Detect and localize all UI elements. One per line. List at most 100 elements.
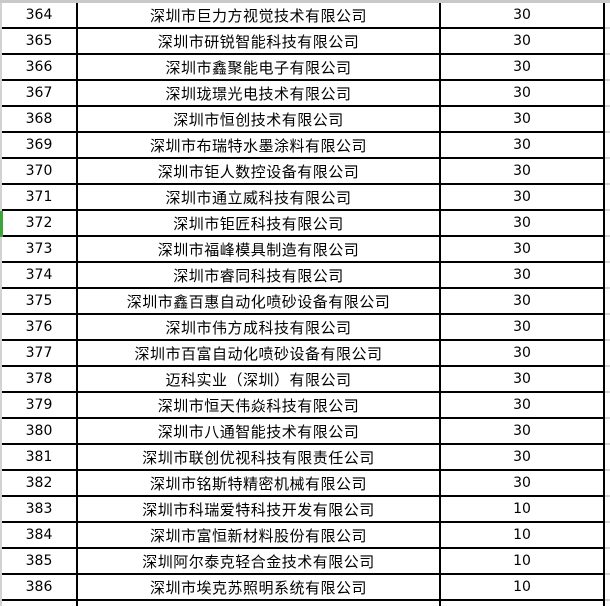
company-name-cell[interactable]: 深圳市富恒新材料股份有限公司 (78, 523, 441, 547)
value-cell[interactable]: 30 (441, 237, 605, 261)
value-cell[interactable]: 30 (441, 29, 605, 53)
value-cell[interactable]: 30 (441, 133, 605, 157)
table-row: 373 深圳市福峰模具制造有限公司 30 (2, 237, 605, 263)
value-cell[interactable]: 30 (441, 341, 605, 365)
value-cell[interactable]: 30 (441, 211, 605, 235)
top-gridline-strip (0, 0, 610, 3)
row-number-cell[interactable]: 380 (2, 419, 78, 443)
row-number-cell[interactable]: 367 (2, 81, 78, 105)
value-cell[interactable]: 10 (441, 549, 605, 573)
value-cell[interactable]: 30 (441, 471, 605, 495)
table-row: 383 深圳市科瑞爱特科技开发有限公司 10 (2, 497, 605, 523)
table-row: 386 深圳市埃克苏照明系统有限公司 10 (2, 575, 605, 601)
row-number-cell[interactable]: 369 (2, 133, 78, 157)
table-row: 381 深圳市联创优视科技有限责任公司 30 (2, 445, 605, 471)
table-row: 372 深圳市钜匠科技有限公司 30 (2, 211, 605, 237)
row-number-cell[interactable]: 371 (2, 185, 78, 209)
value-cell[interactable]: 30 (441, 55, 605, 79)
company-name-cell[interactable]: 深圳市鑫百惠自动化喷砂设备有限公司 (78, 289, 441, 313)
row-number-cell[interactable]: 378 (2, 367, 78, 391)
row-number-cell[interactable]: 370 (2, 159, 78, 183)
company-name-cell[interactable] (78, 601, 441, 606)
row-number-cell[interactable]: 376 (2, 315, 78, 339)
table-row: 377 深圳市百富自动化喷砂设备有限公司 30 (2, 341, 605, 367)
value-cell[interactable]: 30 (441, 445, 605, 469)
row-number-cell[interactable]: 372 (2, 211, 78, 235)
company-name-cell[interactable]: 深圳市研锐智能科技有限公司 (78, 29, 441, 53)
company-name-cell[interactable]: 迈科实业（深圳）有限公司 (78, 367, 441, 391)
left-gridline-strip (0, 3, 2, 606)
table-row: 379 深圳市恒天伟焱科技有限公司 30 (2, 393, 605, 419)
value-cell[interactable]: 30 (441, 263, 605, 287)
row-number-cell[interactable]: 365 (2, 29, 78, 53)
table-row: 366 深圳市鑫聚能电子有限公司 30 (2, 55, 605, 81)
company-name-cell[interactable]: 深圳市铭斯特精密机械有限公司 (78, 471, 441, 495)
table-row: 370 深圳市钜人数控设备有限公司 30 (2, 159, 605, 185)
table-row: 368 深圳市恒创技术有限公司 30 (2, 107, 605, 133)
partial-row (2, 601, 605, 606)
company-name-cell[interactable]: 深圳市八通智能技术有限公司 (78, 419, 441, 443)
row-number-cell[interactable]: 386 (2, 575, 78, 599)
row-number-cell[interactable]: 379 (2, 393, 78, 417)
company-name-cell[interactable]: 深圳市钜人数控设备有限公司 (78, 159, 441, 183)
row-number-cell[interactable]: 375 (2, 289, 78, 313)
table-row: 382 深圳市铭斯特精密机械有限公司 30 (2, 471, 605, 497)
row-number-cell[interactable]: 364 (2, 3, 78, 27)
row-number-cell[interactable]: 384 (2, 523, 78, 547)
table-row: 385 深圳阿尔泰克轻合金技术有限公司 10 (2, 549, 605, 575)
company-name-cell[interactable]: 深圳市百富自动化喷砂设备有限公司 (78, 341, 441, 365)
table-row: 375 深圳市鑫百惠自动化喷砂设备有限公司 30 (2, 289, 605, 315)
company-name-cell[interactable]: 深圳市鑫聚能电子有限公司 (78, 55, 441, 79)
table-row: 365 深圳市研锐智能科技有限公司 30 (2, 29, 605, 55)
table-row: 371 深圳市通立威科技有限公司 30 (2, 185, 605, 211)
company-name-cell[interactable]: 深圳市通立威科技有限公司 (78, 185, 441, 209)
row-number-cell[interactable]: 366 (2, 55, 78, 79)
table-row: 364 深圳市巨力方视觉技术有限公司 30 (2, 3, 605, 29)
company-name-cell[interactable]: 深圳市埃克苏照明系统有限公司 (78, 575, 441, 599)
company-name-cell[interactable]: 深圳市巨力方视觉技术有限公司 (78, 3, 441, 27)
value-cell[interactable]: 30 (441, 107, 605, 131)
company-name-cell[interactable]: 深圳市伟方成科技有限公司 (78, 315, 441, 339)
row-number-cell[interactable]: 381 (2, 445, 78, 469)
value-cell[interactable]: 30 (441, 289, 605, 313)
right-column-sliver (605, 3, 610, 606)
company-name-cell[interactable]: 深圳阿尔泰克轻合金技术有限公司 (78, 549, 441, 573)
row-number-cell[interactable]: 377 (2, 341, 78, 365)
company-name-cell[interactable]: 深圳珑璟光电技术有限公司 (78, 81, 441, 105)
row-number-cell[interactable]: 382 (2, 471, 78, 495)
value-cell[interactable]: 30 (441, 3, 605, 27)
value-cell[interactable]: 10 (441, 575, 605, 599)
company-name-cell[interactable]: 深圳市睿同科技有限公司 (78, 263, 441, 287)
row-number-cell[interactable]: 385 (2, 549, 78, 573)
row-number-cell[interactable]: 383 (2, 497, 78, 521)
company-name-cell[interactable]: 深圳市钜匠科技有限公司 (78, 211, 441, 235)
row-number-cell[interactable]: 368 (2, 107, 78, 131)
company-name-cell[interactable]: 深圳市恒创技术有限公司 (78, 107, 441, 131)
value-cell[interactable]: 30 (441, 419, 605, 443)
row-number-cell[interactable] (2, 601, 78, 606)
table-row: 380 深圳市八通智能技术有限公司 30 (2, 419, 605, 445)
value-cell[interactable]: 30 (441, 185, 605, 209)
company-name-cell[interactable]: 深圳市联创优视科技有限责任公司 (78, 445, 441, 469)
value-cell[interactable]: 10 (441, 497, 605, 521)
row-number-cell[interactable]: 374 (2, 263, 78, 287)
table-row: 376 深圳市伟方成科技有限公司 30 (2, 315, 605, 341)
company-table: 364 深圳市巨力方视觉技术有限公司 30 365 深圳市研锐智能科技有限公司 … (2, 3, 605, 606)
table-row: 374 深圳市睿同科技有限公司 30 (2, 263, 605, 289)
row-number-cell[interactable]: 373 (2, 237, 78, 261)
company-name-cell[interactable]: 深圳市恒天伟焱科技有限公司 (78, 393, 441, 417)
value-cell[interactable]: 30 (441, 159, 605, 183)
table-row: 378 迈科实业（深圳）有限公司 30 (2, 367, 605, 393)
value-cell[interactable]: 30 (441, 315, 605, 339)
table-row: 367 深圳珑璟光电技术有限公司 30 (2, 81, 605, 107)
value-cell[interactable]: 30 (441, 393, 605, 417)
company-name-cell[interactable]: 深圳市布瑞特水墨涂料有限公司 (78, 133, 441, 157)
company-name-cell[interactable]: 深圳市福峰模具制造有限公司 (78, 237, 441, 261)
table-row: 384 深圳市富恒新材料股份有限公司 10 (2, 523, 605, 549)
company-name-cell[interactable]: 深圳市科瑞爱特科技开发有限公司 (78, 497, 441, 521)
value-cell[interactable] (441, 601, 605, 606)
value-cell[interactable]: 10 (441, 523, 605, 547)
value-cell[interactable]: 30 (441, 81, 605, 105)
value-cell[interactable]: 30 (441, 367, 605, 391)
